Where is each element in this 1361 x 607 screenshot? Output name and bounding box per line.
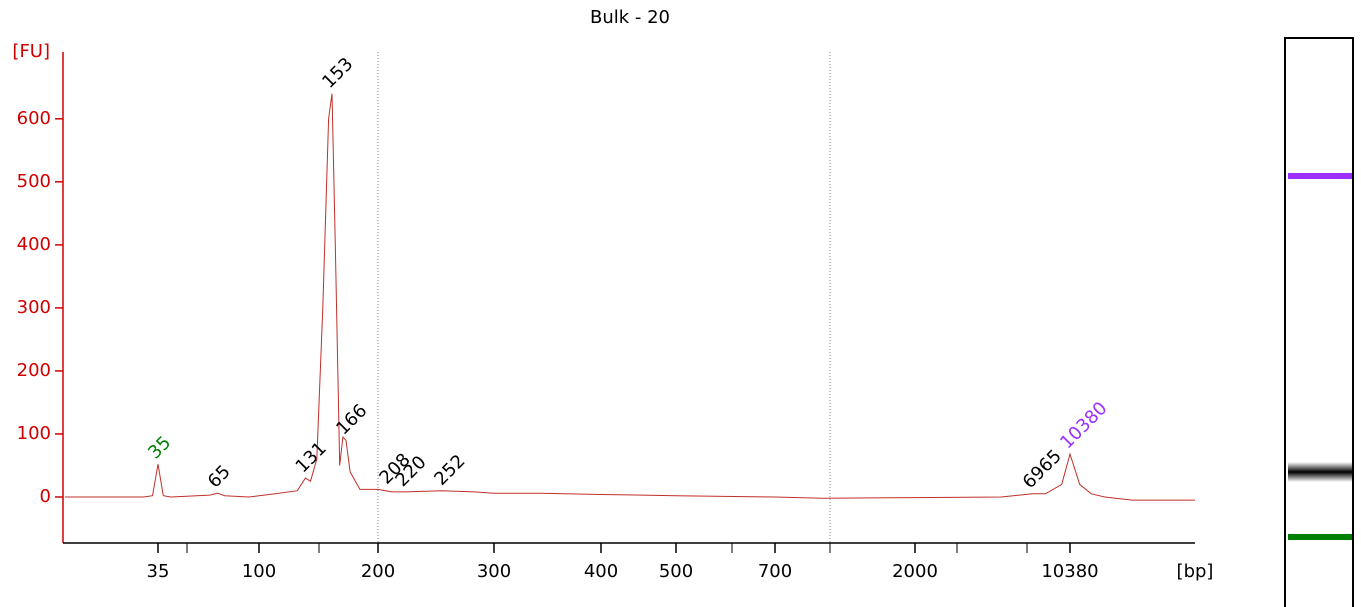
gel-band — [1288, 462, 1352, 482]
x-tick-label: 2000 — [892, 561, 938, 582]
trace — [65, 93, 1195, 501]
y-tick-label: 300 — [17, 297, 51, 318]
x-tick-label: 700 — [758, 561, 792, 582]
x-tick-label: 500 — [659, 561, 693, 582]
y-tick-label: 0 — [40, 486, 51, 507]
gel-band — [1288, 173, 1352, 179]
x-tick-label: 400 — [584, 561, 618, 582]
peak-label: 65 — [204, 461, 235, 492]
x-axis-label: [bp] — [1177, 561, 1214, 582]
y-tick-label: 500 — [17, 171, 51, 192]
y-tick-label: 200 — [17, 360, 51, 381]
peak-label: 153 — [318, 54, 357, 93]
chart-title: Bulk - 20 — [590, 7, 670, 28]
y-tick-label: 600 — [17, 108, 51, 129]
peak-label: 252 — [430, 451, 469, 490]
peak-label: 131 — [292, 438, 331, 477]
y-axis-label: [FU] — [12, 41, 50, 62]
x-tick-label: 10380 — [1041, 561, 1098, 582]
gel-frame — [1284, 37, 1354, 607]
peak-label: 10380 — [1056, 398, 1111, 453]
x-tick-label: 200 — [361, 561, 395, 582]
x-tick-label: 300 — [477, 561, 511, 582]
gel-band — [1288, 534, 1352, 540]
x-tick-label: 100 — [242, 561, 276, 582]
gel-lane — [1284, 37, 1354, 607]
minor-ticks — [186, 543, 1028, 553]
peak-label: 35 — [144, 432, 175, 463]
y-tick-label: 100 — [17, 423, 51, 444]
y-tick-label: 400 — [17, 234, 51, 255]
x-tick-label: 35 — [147, 561, 170, 582]
